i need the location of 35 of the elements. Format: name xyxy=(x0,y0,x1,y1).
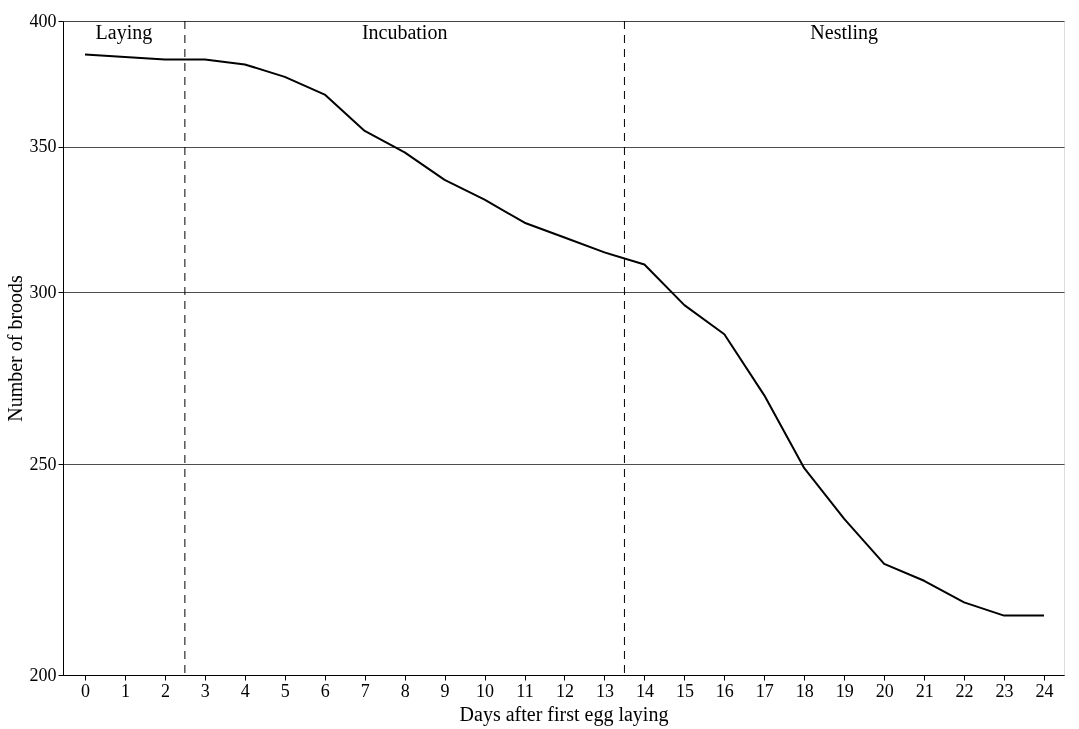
x-tick-label: 14 xyxy=(635,680,654,701)
y-tick-label: 250 xyxy=(29,453,57,474)
x-tick-label: 6 xyxy=(320,680,330,701)
y-tick-label: 200 xyxy=(29,664,57,685)
x-tick-label: 7 xyxy=(360,680,370,701)
x-tick-label: 15 xyxy=(675,680,694,701)
annotation: Incubation xyxy=(361,21,448,43)
x-tick-label: 23 xyxy=(995,680,1014,701)
x-tick-label: 9 xyxy=(440,680,450,701)
x-tick-label: 13 xyxy=(595,680,614,701)
y-axis-title: Number of broods xyxy=(3,274,26,422)
x-tick-label: 22 xyxy=(955,680,974,701)
x-tick-label: 17 xyxy=(755,680,774,701)
x-tick-label: 1 xyxy=(120,680,130,701)
y-tick-label: 400 xyxy=(29,10,57,31)
annotation: Nestling xyxy=(810,21,879,44)
x-tick-label: 3 xyxy=(200,680,210,701)
x-tick-label: 4 xyxy=(240,680,250,701)
x-tick-label: 18 xyxy=(795,680,814,701)
y-tick-label: 300 xyxy=(29,281,57,302)
x-tick-label: 2 xyxy=(160,680,170,701)
x-axis-title: Days after first egg laying xyxy=(459,702,669,726)
x-tick-label: 21 xyxy=(915,680,934,701)
x-tick-label: 10 xyxy=(476,680,495,701)
x-tick-label: 24 xyxy=(1035,680,1054,701)
x-tick-label: 12 xyxy=(556,680,574,701)
x-tick-label: 11 xyxy=(516,680,534,701)
x-tick-label: 8 xyxy=(400,680,410,701)
x-tick-label: 19 xyxy=(835,680,854,701)
x-tick-label: 5 xyxy=(280,680,290,701)
y-tick-label: 350 xyxy=(29,136,57,157)
x-tick-label: 20 xyxy=(875,680,894,701)
x-tick-label: 16 xyxy=(715,680,734,701)
x-tick-label: 0 xyxy=(80,680,90,701)
annotation: Laying xyxy=(95,21,153,44)
